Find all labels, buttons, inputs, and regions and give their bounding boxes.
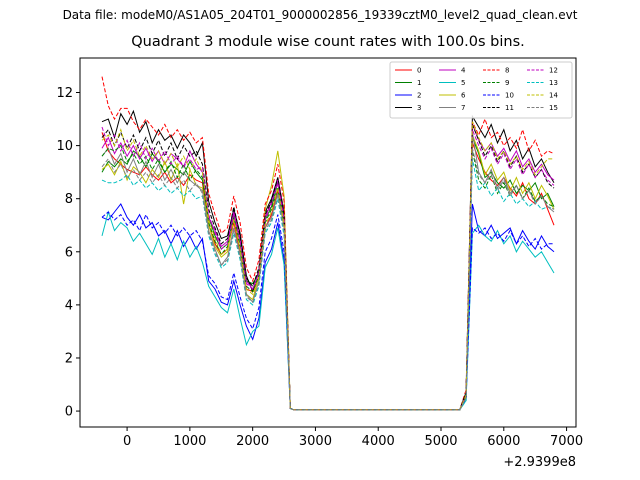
x-tick-label: 0 bbox=[123, 434, 131, 449]
series-line-11 bbox=[101, 124, 555, 411]
y-tick-label: 4 bbox=[65, 298, 73, 313]
legend-label-15: 15 bbox=[549, 104, 558, 112]
legend-label-10: 10 bbox=[505, 92, 514, 100]
legend-label-13: 13 bbox=[549, 79, 558, 87]
series-line-4 bbox=[101, 124, 555, 411]
legend-label-1: 1 bbox=[417, 79, 421, 87]
x-tick-label: 4000 bbox=[362, 434, 395, 449]
series-line-12 bbox=[101, 126, 555, 411]
x-tick-label: 3000 bbox=[299, 434, 332, 449]
legend-label-2: 2 bbox=[417, 92, 421, 100]
figure-suptitle: Data file: modeM0/AS1A05_204T01_90000028… bbox=[62, 8, 578, 22]
legend-label-11: 11 bbox=[505, 104, 514, 112]
legend-label-9: 9 bbox=[505, 79, 509, 87]
legend-label-5: 5 bbox=[461, 79, 465, 87]
legend-label-14: 14 bbox=[549, 92, 558, 100]
x-tick-label: 7000 bbox=[550, 434, 583, 449]
x-axis: 0 1000 2000 3000 4000 5000 6000 7000 bbox=[123, 427, 583, 449]
legend-label-6: 6 bbox=[461, 92, 466, 100]
series-line-15 bbox=[101, 148, 555, 411]
y-tick-label: 6 bbox=[65, 245, 73, 260]
chart-title: Quadrant 3 module wise count rates with … bbox=[131, 34, 525, 50]
x-tick-label: 2000 bbox=[236, 434, 269, 449]
legend-label-7: 7 bbox=[461, 104, 465, 112]
x-tick-label: 6000 bbox=[487, 434, 520, 449]
x-tick-label: 1000 bbox=[173, 434, 206, 449]
x-tick-label: 5000 bbox=[424, 434, 457, 449]
series-line-8 bbox=[101, 76, 555, 411]
y-tick-label: 10 bbox=[56, 139, 73, 154]
series-line-2 bbox=[101, 203, 555, 411]
legend-label-0: 0 bbox=[417, 67, 421, 75]
series-line-0 bbox=[101, 132, 555, 411]
y-axis: 0 2 4 6 8 10 12 bbox=[56, 86, 80, 420]
y-tick-label: 8 bbox=[65, 192, 73, 207]
x-offset-label: +2.9399e8 bbox=[503, 455, 576, 470]
y-tick-label: 2 bbox=[65, 351, 73, 366]
legend-label-12: 12 bbox=[549, 67, 558, 75]
series-line-9 bbox=[101, 144, 555, 411]
legend-label-3: 3 bbox=[417, 104, 421, 112]
legend-label-4: 4 bbox=[461, 67, 466, 75]
y-tick-label: 0 bbox=[65, 405, 73, 420]
legend-frame bbox=[389, 61, 573, 119]
axes-frame bbox=[79, 57, 577, 428]
legend-label-8: 8 bbox=[505, 67, 509, 75]
y-tick-label: 12 bbox=[56, 86, 73, 101]
series-line-13 bbox=[101, 158, 555, 411]
series-line-1 bbox=[101, 137, 555, 411]
series-line-14 bbox=[101, 121, 554, 411]
plot-lines bbox=[101, 76, 555, 411]
